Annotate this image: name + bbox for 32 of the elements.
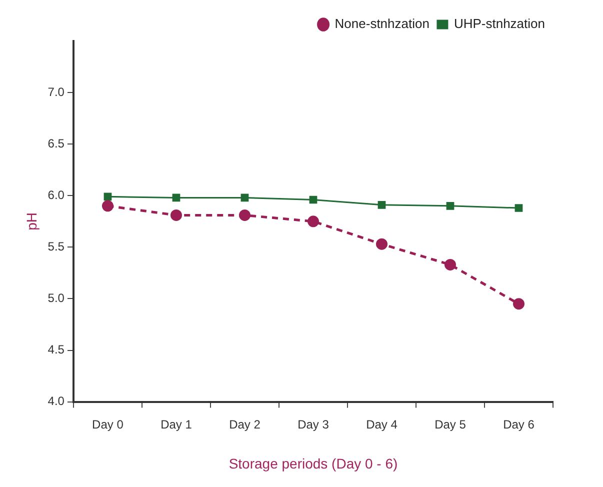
legend-label: UHP-stnhzation bbox=[454, 16, 546, 32]
point bbox=[444, 258, 456, 270]
point bbox=[170, 209, 182, 221]
x-tick-label: Day 2 bbox=[229, 417, 261, 432]
x-tick-label: Day 6 bbox=[503, 417, 535, 432]
x-tick-label: Day 3 bbox=[298, 417, 330, 432]
y-tick-label: 6.0 bbox=[48, 188, 65, 202]
point bbox=[513, 298, 524, 310]
x-tick-label: Day 1 bbox=[160, 417, 192, 432]
point bbox=[240, 194, 249, 202]
point bbox=[172, 194, 180, 202]
point bbox=[309, 196, 318, 204]
point bbox=[378, 200, 386, 209]
y-tick-label: 4.5 bbox=[48, 342, 65, 357]
point bbox=[446, 202, 454, 210]
x-tick-label: Day 4 bbox=[366, 417, 398, 432]
x-tick-label: Day 0 bbox=[92, 417, 124, 432]
point bbox=[307, 216, 319, 228]
x-tick-label: Day 5 bbox=[434, 417, 466, 432]
point bbox=[104, 192, 112, 201]
y-axis-title: pH bbox=[23, 212, 40, 230]
y-tick-label: 7.0 bbox=[48, 84, 65, 99]
y-tick-label: 6.5 bbox=[48, 136, 65, 150]
y-tick-label: 5.5 bbox=[48, 239, 65, 254]
x-axis-title: Storage periods (Day 0 - 6) bbox=[228, 455, 398, 472]
point bbox=[376, 238, 388, 250]
point bbox=[102, 200, 114, 212]
y-tick-label: 5.0 bbox=[48, 291, 65, 306]
legend-label: None-stnhzation bbox=[334, 16, 430, 32]
y-tick-label: 4.0 bbox=[48, 394, 65, 408]
point bbox=[514, 204, 523, 212]
point bbox=[238, 209, 250, 221]
